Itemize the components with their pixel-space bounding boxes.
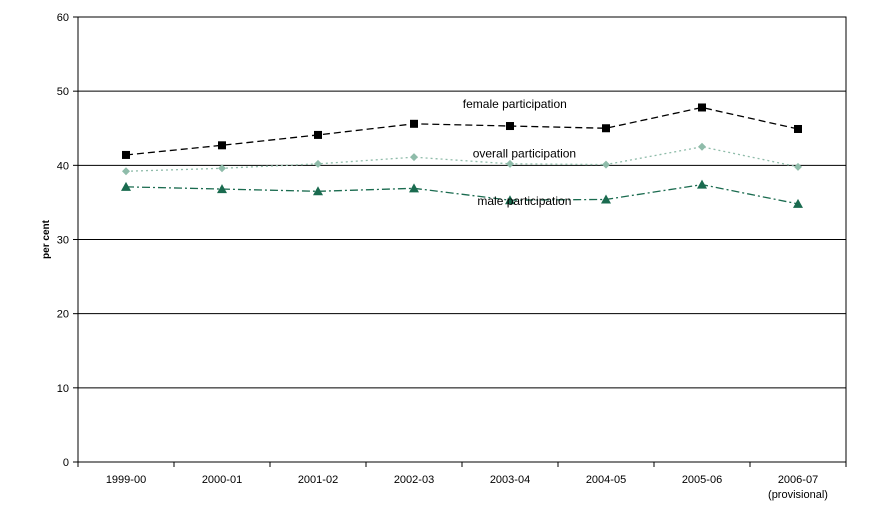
data-point-diamond (122, 167, 130, 176)
data-point-square (794, 124, 802, 133)
x-tick-label: 2005-06 (682, 474, 722, 486)
x-tick-label: 2001-02 (298, 474, 338, 486)
data-point-triangle (505, 195, 515, 205)
gridlines (78, 90, 846, 389)
data-point-diamond (794, 162, 802, 171)
data-point-diamond (698, 142, 706, 151)
series-label-male-participation: male participation (477, 194, 571, 208)
series-female-participation (122, 103, 802, 159)
data-point-triangle (409, 183, 419, 193)
data-point-diamond (410, 153, 418, 162)
data-point-triangle (313, 186, 323, 196)
x-tick-label: 2004-05 (586, 474, 626, 486)
y-tick-label: 30 (57, 235, 69, 247)
data-point-diamond (218, 164, 226, 173)
x-tick-label: 2002-03 (394, 474, 434, 486)
y-tick-label: 50 (57, 86, 69, 98)
data-point-diamond (314, 159, 322, 168)
data-point-triangle (121, 181, 131, 191)
series-overall-participation (122, 142, 802, 176)
y-tick-label: 40 (57, 160, 69, 172)
data-point-triangle (601, 194, 611, 204)
y-tick-label: 20 (57, 309, 69, 321)
data-point-square (410, 119, 418, 128)
data-point-square (602, 124, 610, 133)
data-point-triangle (217, 184, 227, 194)
labels: per cent female participation overall part… (41, 97, 576, 259)
x-tick-label: 2000-01 (202, 474, 242, 486)
data-point-diamond (602, 160, 610, 169)
y-tick-label: 0 (63, 457, 69, 469)
x-tick-label: 1999-00 (106, 474, 146, 486)
data-point-square (218, 141, 226, 150)
series-label-overall-participation: overall participation (473, 147, 576, 161)
series-line-male-participation (125, 183, 799, 205)
series-label-female-participation: female participation (463, 97, 567, 111)
series-lines (121, 103, 803, 208)
axes: 0 10 20 30 40 50 60 1999-00 2000-01 2001-02 2002-0… (57, 12, 847, 501)
x-tick-label-line2: (provisional) (768, 489, 828, 501)
data-point-triangle (697, 179, 707, 189)
data-point-diamond (506, 159, 514, 168)
data-point-triangle (793, 198, 803, 208)
data-point-square (506, 122, 514, 131)
data-point-square (122, 150, 130, 159)
data-point-square (314, 130, 322, 139)
x-tick-label: 2003-04 (490, 474, 530, 486)
data-point-square (698, 103, 706, 112)
y-tick-label: 10 (57, 383, 69, 395)
series-line-overall-participation (125, 146, 799, 172)
x-tick-label: 2006-07 (778, 474, 818, 486)
series-male-participation (121, 179, 803, 208)
y-axis-title: per cent (41, 219, 52, 259)
y-tick-label: 60 (57, 12, 69, 24)
series-line-female-participation (125, 106, 799, 156)
